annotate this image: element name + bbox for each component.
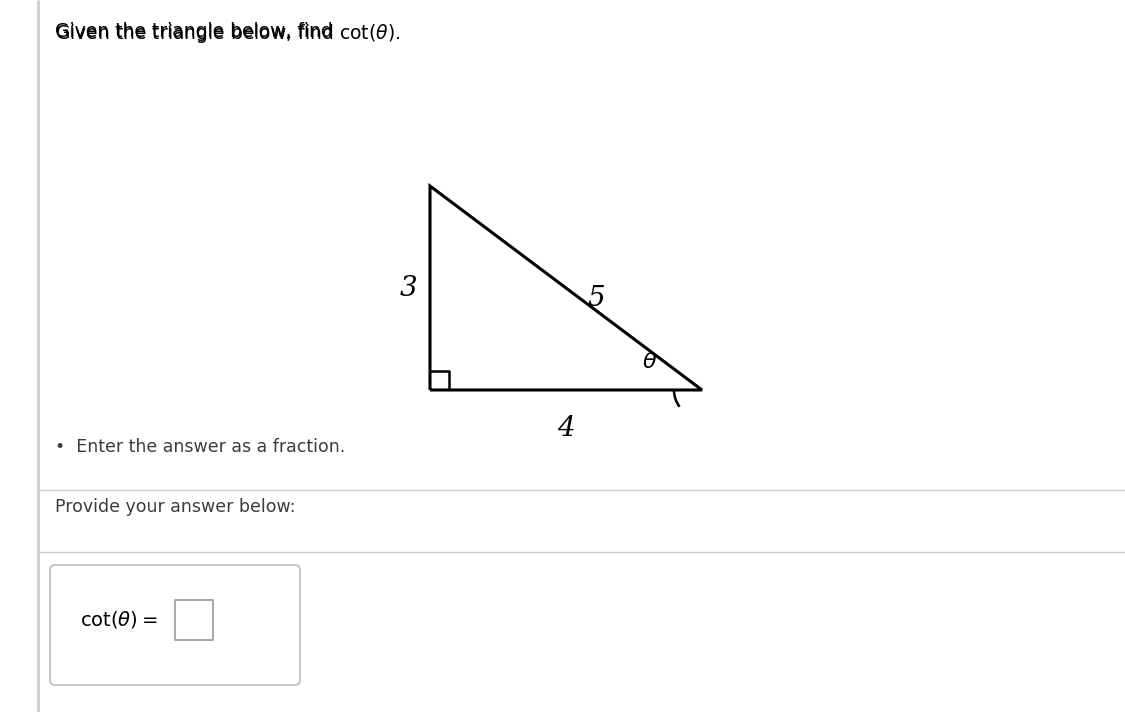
Text: 4: 4 (557, 414, 575, 441)
Text: $\mathrm{cot}(\theta) =$: $\mathrm{cot}(\theta) =$ (80, 609, 158, 631)
Text: 5: 5 (587, 285, 605, 312)
Text: Given the triangle below, find $\mathrm{cot}(\theta)$.: Given the triangle below, find $\mathrm{… (55, 22, 400, 45)
Text: $\theta$: $\theta$ (642, 351, 658, 373)
Text: •  Enter the answer as a fraction.: • Enter the answer as a fraction. (55, 438, 345, 456)
Bar (176, 600, 213, 640)
Text: Provide your answer below:: Provide your answer below: (55, 498, 296, 516)
Text: Given the triangle below, find: Given the triangle below, find (55, 22, 339, 41)
Text: 3: 3 (399, 275, 416, 301)
FancyBboxPatch shape (50, 565, 300, 685)
